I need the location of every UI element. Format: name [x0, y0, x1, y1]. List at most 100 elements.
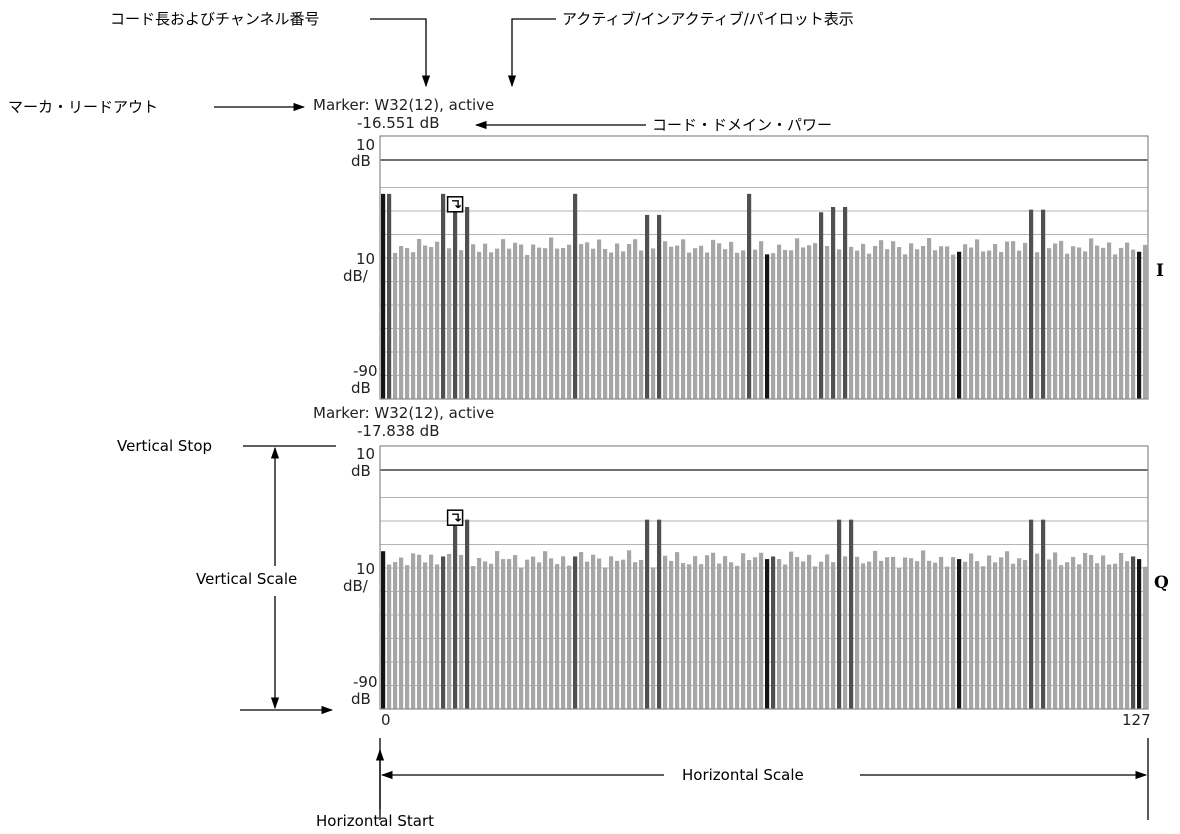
bar-inactive-code-21 — [507, 559, 512, 709]
bar-inactive-code-52 — [693, 248, 698, 399]
bar-inactive-code-41 — [627, 243, 632, 399]
bar-inactive-code-114 — [1065, 562, 1070, 709]
bar-inactive-code-114 — [1065, 253, 1070, 399]
y-top-unit: dB — [351, 152, 371, 170]
bar-inactive-code-13 — [459, 250, 464, 399]
bar-inactive-code-39 — [615, 560, 620, 709]
bar-inactive-code-31 — [567, 244, 572, 399]
bar-inactive-code-76 — [837, 249, 842, 399]
bar-inactive-code-121 — [1107, 564, 1112, 709]
bar-pilot-code-64 — [765, 254, 770, 399]
bar-inactive-code-21 — [507, 248, 512, 399]
bar-inactive-code-6 — [417, 554, 422, 709]
bar-inactive-code-97 — [963, 244, 968, 399]
bar-inactive-code-67 — [783, 249, 788, 399]
bar-inactive-code-92 — [933, 250, 938, 399]
bar-inactive-code-115 — [1071, 246, 1076, 399]
bar-inactive-code-45 — [651, 248, 656, 399]
bar-inactive-code-47 — [663, 241, 668, 399]
bar-inactive-code-23 — [519, 244, 524, 399]
y-top-unit: dB — [351, 462, 371, 480]
bar-inactive-code-54 — [705, 555, 710, 709]
bar-inactive-code-119 — [1095, 563, 1100, 709]
bar-inactive-code-51 — [687, 564, 692, 709]
bar-inactive-code-127 — [1143, 566, 1148, 709]
bar-inactive-code-25 — [531, 556, 536, 709]
bar-inactive-code-117 — [1083, 251, 1088, 399]
bar-inactive-code-59 — [735, 565, 740, 709]
marker-line: Marker: W32(12), active — [313, 404, 494, 422]
bar-inactive-code-51 — [687, 252, 692, 399]
bar-inactive-code-106 — [1017, 558, 1022, 709]
bar-inactive-code-61 — [747, 559, 752, 709]
bar-inactive-code-106 — [1017, 250, 1022, 399]
bar-inactive-code-77 — [843, 556, 848, 709]
annotation-horizontal-scale: Horizontal Scale — [682, 766, 804, 784]
bar-inactive-code-70 — [801, 561, 806, 709]
bar-inactive-code-8 — [429, 247, 434, 399]
bar-active-code-10 — [441, 193, 446, 399]
bar-inactive-code-22 — [513, 555, 518, 709]
bar-active-code-73 — [819, 212, 824, 399]
bar-inactive-code-41 — [627, 550, 632, 709]
bar-inactive-code-35 — [591, 248, 596, 399]
y-scale-unit: dB/ — [343, 267, 369, 285]
bar-inactive-code-40 — [621, 251, 626, 399]
bar-active-code-44 — [645, 519, 650, 709]
bar-inactive-code-105 — [1011, 563, 1016, 709]
bar-inactive-code-112 — [1053, 243, 1058, 399]
bar-inactive-code-89 — [915, 249, 920, 399]
bar-inactive-code-27 — [543, 248, 548, 399]
bar-inactive-code-90 — [921, 245, 926, 399]
bar-pilot-code-0 — [381, 551, 386, 709]
bar-inactive-code-6 — [417, 239, 422, 399]
bar-inactive-code-40 — [621, 559, 626, 709]
bar-inactive-code-47 — [663, 555, 668, 709]
bar-inactive-code-66 — [777, 559, 782, 709]
bar-inactive-code-65 — [771, 253, 776, 399]
bar-inactive-code-118 — [1089, 238, 1094, 399]
bar-inactive-code-4 — [405, 248, 410, 399]
bar-inactive-code-98 — [969, 247, 974, 399]
bar-inactive-code-70 — [801, 247, 806, 399]
bar-inactive-code-43 — [639, 250, 644, 399]
bar-inactive-code-53 — [699, 564, 704, 709]
bar-inactive-code-23 — [519, 567, 524, 709]
annotation-active-inactive-pilot: アクティブ/インアクティブ/パイロット表示 — [562, 10, 854, 28]
bar-active-code-14 — [465, 519, 470, 709]
bars — [381, 519, 1148, 709]
bar-inactive-code-24 — [525, 559, 530, 709]
marker-value: -17.838 dB — [357, 422, 439, 440]
bar-inactive-code-7 — [423, 245, 428, 399]
bar-inactive-code-30 — [561, 556, 566, 709]
bar-inactive-code-63 — [759, 552, 764, 709]
bar-pilot-code-96 — [957, 559, 962, 709]
bar-inactive-code-124 — [1125, 561, 1130, 709]
bar-inactive-code-29 — [555, 564, 560, 709]
bar-inactive-code-42 — [633, 562, 638, 709]
bar-inactive-code-35 — [591, 554, 596, 709]
bar-inactive-code-67 — [783, 564, 788, 709]
bar-active-code-1 — [387, 193, 392, 399]
bar-inactive-code-71 — [807, 554, 812, 709]
bar-inactive-code-27 — [543, 551, 548, 709]
bar-active-code-10 — [441, 556, 446, 709]
bar-inactive-code-2 — [393, 252, 398, 399]
bar-inactive-code-3 — [399, 557, 404, 709]
bar-inactive-code-38 — [609, 252, 614, 399]
y-scale-value: 10 — [356, 250, 375, 268]
bar-inactive-code-25 — [531, 244, 536, 399]
bar-inactive-code-19 — [495, 551, 500, 709]
bar-pilot-code-0 — [381, 193, 386, 399]
plot-frame — [379, 445, 1149, 710]
bar-inactive-code-109 — [1035, 553, 1040, 709]
bar-inactive-code-31 — [567, 565, 572, 709]
bar-inactive-code-60 — [741, 553, 746, 709]
bar-inactive-code-74 — [825, 245, 830, 399]
bar-inactive-code-87 — [903, 254, 908, 399]
marker-line: Marker: W32(12), active — [313, 96, 494, 114]
bar-inactive-code-92 — [933, 562, 938, 709]
bar-inactive-code-100 — [981, 251, 986, 399]
bar-inactive-code-125 — [1131, 249, 1136, 399]
bar-inactive-code-33 — [579, 552, 584, 709]
